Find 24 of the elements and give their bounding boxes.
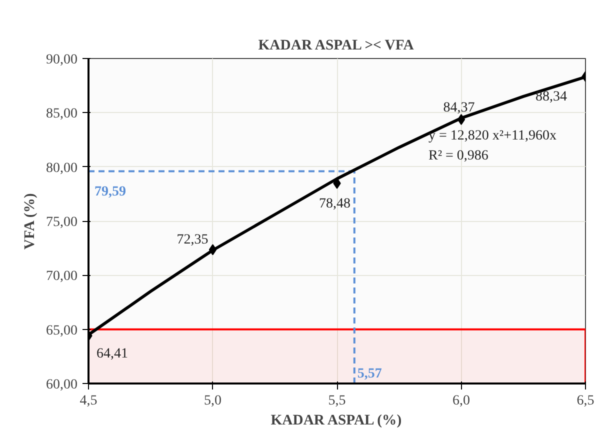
y-tick-label: 80,00 bbox=[46, 160, 78, 176]
chart-title: KADAR ASPAL >< VFA bbox=[258, 38, 414, 54]
y-tick-label: 90,00 bbox=[46, 52, 78, 68]
y-tick-label: 65,00 bbox=[46, 323, 78, 338]
data-label: 72,35 bbox=[176, 232, 208, 248]
x-axis-title: KADAR ASPAL (%) bbox=[270, 412, 402, 428]
data-label: 88,34 bbox=[536, 89, 567, 104]
y-tick-label: 70,00 bbox=[46, 269, 78, 284]
y-tick-label: 75,00 bbox=[46, 215, 78, 230]
ref-line-label: 79,59 bbox=[94, 184, 126, 200]
data-label: 78,48 bbox=[319, 196, 350, 212]
annotation: y = 12,820 x²+11,960x bbox=[428, 128, 556, 144]
y-tick-label: 85,00 bbox=[46, 106, 78, 122]
data-label: 84,37 bbox=[443, 100, 475, 116]
x-tick-label: 5,5 bbox=[328, 394, 346, 408]
x-tick-label: 5,0 bbox=[204, 394, 222, 408]
annotation: R² = 0,986 bbox=[428, 148, 488, 164]
x-tick-label: 4,5 bbox=[80, 394, 98, 408]
x-tick-label: 6,0 bbox=[452, 394, 470, 408]
data-label: 64,41 bbox=[96, 346, 128, 362]
ref-line-label: 5,57 bbox=[357, 366, 382, 382]
x-tick-label: 6,5 bbox=[576, 394, 594, 408]
y-tick-label: 60,00 bbox=[46, 378, 78, 392]
y-axis-title: VFA (%) bbox=[22, 193, 38, 250]
